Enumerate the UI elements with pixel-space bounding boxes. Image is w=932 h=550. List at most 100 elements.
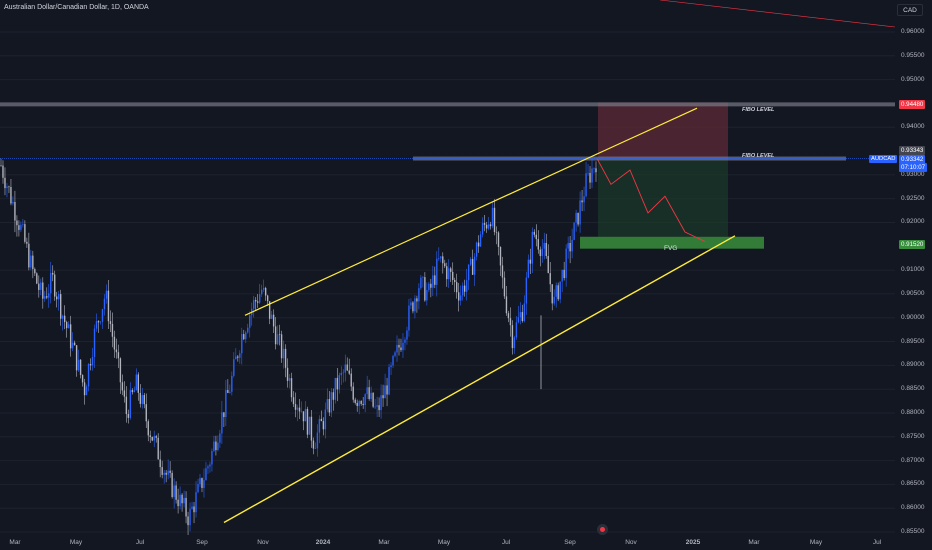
price-tick-label: 0.90000	[901, 313, 925, 321]
candle-body	[95, 321, 98, 329]
candle-body	[394, 352, 396, 356]
candle-body	[436, 258, 438, 285]
candle-body	[129, 390, 132, 418]
candle-body	[314, 448, 317, 449]
price-tick-label: 0.87500	[901, 432, 925, 440]
candle-body	[191, 506, 193, 509]
candle-body	[543, 242, 545, 249]
candle-body	[258, 294, 261, 303]
candle-body	[330, 392, 333, 413]
candle-body	[159, 459, 161, 468]
candle-body	[81, 375, 84, 383]
time-scale[interactable]: Mar May Jul Sep Nov 2024 Mar May Jul Sep Nov 2025 Ma…	[0, 535, 895, 550]
candle-body	[495, 232, 498, 233]
candle-body	[440, 256, 442, 259]
time-tick-label: Sep	[564, 539, 576, 546]
candle-body	[189, 508, 191, 526]
fvg-box	[580, 236, 764, 249]
candle-body	[340, 372, 342, 376]
candle-body	[87, 364, 90, 387]
time-tick-label: Jul	[501, 539, 511, 546]
candle-body	[284, 348, 287, 368]
time-tick-label: 2025	[685, 539, 701, 546]
candle-body	[328, 399, 331, 413]
candle-body	[479, 234, 482, 247]
time-tick-label: Nov	[257, 539, 269, 546]
candle-body	[54, 274, 56, 297]
price-tick-label: 0.89500	[901, 337, 925, 345]
candle-body	[257, 301, 259, 303]
candle-body	[28, 243, 30, 268]
candle-body	[573, 222, 575, 240]
price-scale[interactable]: 0.96000 0.95500 0.95000 0.94000 0.93000 0.925…	[895, 0, 932, 550]
chart-canvas[interactable]	[0, 0, 896, 535]
candle-body	[127, 413, 130, 418]
candle-body	[143, 395, 145, 405]
candle-body	[418, 288, 420, 302]
price-tick-label: 0.87000	[901, 456, 925, 464]
candle-body	[497, 232, 500, 247]
candle-body	[201, 478, 203, 488]
candle-body	[42, 282, 44, 299]
tradingview-logo-icon[interactable]	[597, 524, 608, 535]
currency-button[interactable]: CAD	[897, 4, 923, 16]
candle-body	[410, 302, 412, 306]
candle-body	[157, 437, 159, 460]
candle-body	[4, 177, 6, 189]
candle-body	[392, 355, 394, 366]
candle-body	[34, 269, 36, 274]
candle-body	[99, 321, 102, 323]
candle-body	[294, 404, 297, 410]
price-tick-label: 0.86000	[901, 504, 925, 512]
candle-body	[247, 327, 249, 333]
candle-body	[467, 264, 470, 281]
candle-body	[491, 207, 494, 227]
candle-body	[501, 265, 504, 278]
candle-body	[195, 492, 197, 513]
candle-body	[71, 342, 74, 349]
candle-body	[290, 378, 293, 398]
candle-body	[386, 385, 388, 395]
candle-body	[139, 392, 141, 404]
candle-body	[539, 249, 541, 257]
candle-body	[438, 258, 440, 259]
candle-body	[69, 324, 72, 349]
time-tick-label: May	[437, 539, 451, 546]
candle-body	[420, 277, 422, 289]
candle-body	[141, 395, 143, 404]
candle-body	[161, 467, 163, 475]
candle-body	[260, 289, 263, 295]
candle-body	[366, 387, 368, 395]
fibo-mid-price-tag: 0.93343	[899, 146, 926, 155]
time-tick-label: May	[69, 539, 83, 546]
candle-body	[105, 290, 108, 299]
candle-body	[591, 168, 593, 183]
candle-body	[298, 407, 301, 412]
time-tick-label: 2024	[315, 539, 331, 546]
candle-body	[306, 408, 309, 435]
candle-body	[362, 403, 364, 406]
candle-body	[280, 334, 283, 359]
time-tick-label: Jul	[872, 539, 882, 546]
candle-body	[430, 283, 432, 288]
candle-body	[65, 322, 68, 329]
candle-body	[523, 303, 526, 321]
candle-body	[571, 239, 573, 252]
candle-body	[91, 356, 94, 366]
candle-body	[426, 290, 428, 301]
candle-body	[384, 385, 386, 399]
candle-body	[585, 173, 587, 197]
candle-body	[364, 394, 366, 406]
candle-body	[46, 296, 48, 298]
candle-body	[374, 406, 376, 408]
trend-line	[659, 0, 896, 28]
candle-body	[22, 224, 24, 225]
candle-body	[551, 284, 553, 304]
candle-body	[187, 516, 189, 526]
candle-body	[205, 468, 207, 481]
candle-body	[237, 356, 239, 358]
candle-body	[207, 466, 209, 469]
candle-body	[249, 315, 251, 328]
chart-area[interactable]	[0, 0, 896, 535]
time-tick-label: Sep	[196, 539, 208, 546]
